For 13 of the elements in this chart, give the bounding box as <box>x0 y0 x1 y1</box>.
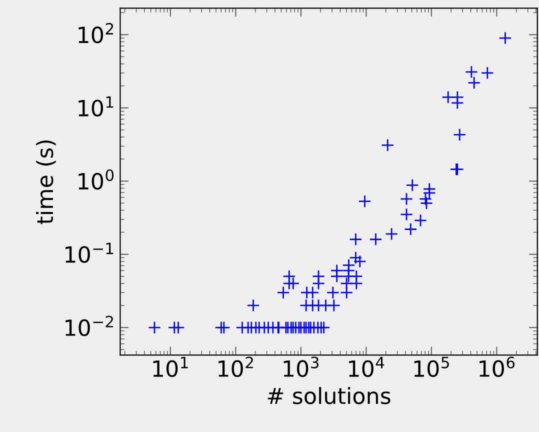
y-axis-title: time (s) <box>36 140 56 224</box>
x-axis-title: # solutions <box>268 387 390 404</box>
x-tick-label: 10$^{1}$ <box>153 356 188 378</box>
x-tick-label: 10$^{5}$ <box>414 356 449 378</box>
x-tick-label: 10$^{6}$ <box>480 356 515 377</box>
x-tick-label: 10$^{4}$ <box>349 356 384 378</box>
y-tick-label: 10$^{1}$ <box>78 96 114 117</box>
x-tick-label: 10$^{3}$ <box>284 356 319 377</box>
y-tick-label: 10$^{−1}$ <box>66 242 114 263</box>
y-tick-label: 10$^{0}$ <box>78 169 114 190</box>
x-tick-label: 10$^{2}$ <box>218 356 253 377</box>
y-tick-label: 10$^{−2}$ <box>66 316 113 336</box>
y-tick-label: 10$^{2}$ <box>78 22 114 44</box>
